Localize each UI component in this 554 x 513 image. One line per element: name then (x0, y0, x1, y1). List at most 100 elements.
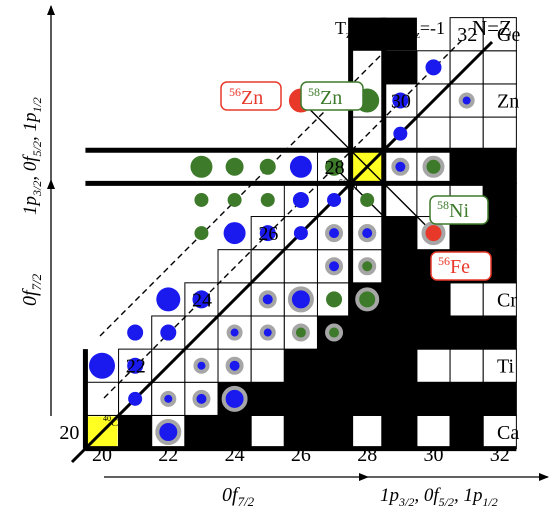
nucleus-marker-green (355, 287, 380, 312)
nucleus-marker-blue (458, 92, 475, 109)
x-tick-label: 28 (357, 444, 377, 466)
grid-cell (482, 116, 517, 151)
nucleus-marks (89, 59, 475, 445)
svg-text:58Zn: 58Zn (308, 85, 342, 109)
x-tick-label: 20 (92, 444, 112, 466)
blocked-cell (383, 349, 417, 383)
blocked-cell (483, 315, 517, 350)
nucleus-marker-green (194, 192, 209, 207)
blocked-cell (317, 415, 351, 449)
nucleus-marker-blue (258, 290, 277, 309)
nucleus-marker-blue (259, 225, 276, 242)
y-tick-label: 26 (258, 223, 278, 245)
nucleus-marker-green (291, 323, 310, 342)
nucleus-marker-blue (221, 385, 248, 412)
blocked-cell (450, 415, 484, 449)
mirror-connector (300, 100, 434, 234)
tag-58ni: 58Ni (429, 195, 489, 225)
blocked-cell (450, 150, 484, 184)
grid-cell (217, 249, 252, 284)
nucleus-marker-blue (225, 356, 244, 375)
y-tick-label: 30 (391, 91, 411, 113)
y-tick-label: 20 (59, 422, 79, 444)
ca40-label: 40Ca (103, 414, 123, 429)
grid-cell (283, 249, 318, 284)
nucleus-marker-blue (192, 290, 211, 309)
nucleus-marker-blue (325, 224, 344, 243)
grid-cell (217, 315, 252, 350)
tz-minus1-label: Tz=-1 (404, 18, 445, 41)
grid-cell (449, 17, 484, 52)
blocked-cell (383, 315, 417, 350)
y-tick-label: 24 (192, 289, 212, 311)
nucleus-marker-green (260, 192, 275, 207)
blocked-cell (350, 315, 384, 350)
blocked-cell (383, 415, 417, 449)
blocked-cell (350, 17, 384, 51)
grid-cell (449, 116, 484, 151)
nucleus-marker-green (259, 158, 276, 175)
svg-text:56Zn: 56Zn (229, 85, 263, 109)
grid-cell (416, 348, 451, 383)
blocked-cell (317, 382, 351, 416)
grid-cell (250, 414, 285, 450)
y-tick-label: 32 (457, 24, 477, 46)
grid-cell (482, 282, 517, 317)
blocked-cell (483, 216, 517, 250)
blocked-cell (184, 415, 219, 449)
blocked-cell (251, 382, 285, 416)
orbital-label-left-upper: 1p3/2, 0f5/2, 1p1/2 (20, 97, 44, 215)
orbital-label-bottom-right: 1p3/2, 0f5/2, 1p1/2 (380, 485, 498, 509)
nucleus-marker-blue (156, 287, 181, 312)
element-label: Ge (497, 24, 520, 46)
tag-56zn: 56Zn (220, 81, 282, 111)
nucleus-marker-blue (392, 92, 409, 109)
blocked-cell (284, 415, 318, 449)
nucleus-marker-blue (325, 257, 344, 276)
tag-56fe: 56Fe (430, 251, 492, 281)
nucleus-marker-blue (287, 286, 314, 313)
x-tick-label: 26 (291, 444, 311, 466)
grid-cell (482, 83, 517, 118)
grid-cell (449, 282, 484, 317)
blocked-cell (483, 382, 517, 416)
nucleus-marker-green (360, 192, 375, 207)
blocked-cell (383, 17, 417, 51)
nucleus-marker-green (326, 291, 343, 308)
nucleus-marker-blue (192, 389, 211, 408)
tz-minus2-label: Tz=-2 (335, 18, 376, 41)
blocked-cell (118, 415, 152, 449)
grid-cell (283, 182, 318, 218)
grid-cell (350, 116, 385, 151)
nucleus-marker-green (225, 157, 244, 176)
element-label: Ni (497, 157, 517, 179)
nucleus-marker-blue (223, 222, 246, 245)
blocked-cell (450, 382, 484, 416)
nucleus-marker-blue (259, 324, 276, 341)
nucleus-marker-blue (391, 157, 410, 176)
blocked-cell (383, 382, 417, 416)
element-label: Cr (497, 289, 517, 311)
nucleus-marker-blue (289, 155, 312, 178)
orbital-label-bottom-left: 0f7/2 (222, 484, 255, 509)
blocked-cell (218, 415, 252, 449)
element-label: Ca (497, 422, 519, 444)
x-tick-label: 32 (490, 444, 510, 466)
nucleus-marker-blue (425, 59, 442, 76)
svg-text:56Ni: 56Ni (339, 178, 358, 193)
nucleus-marker-blue (127, 357, 144, 374)
x-tick-label: 30 (424, 444, 444, 466)
nucleus-marker-red (421, 221, 446, 246)
blocked-cell (416, 382, 451, 416)
nucleus-marker-green (227, 192, 242, 207)
blocked-cell (284, 349, 318, 383)
blocked-cell (350, 382, 384, 416)
nucleus-marker-blue (160, 324, 177, 341)
nucleus-marker-blue (293, 226, 308, 241)
nucleus-marker-blue (89, 352, 115, 379)
grid-cell (482, 50, 517, 85)
y-tick-label: 22 (126, 356, 146, 378)
grid-cell (416, 116, 451, 151)
orbital-label-left-lower: 0f7/2 (19, 273, 44, 306)
